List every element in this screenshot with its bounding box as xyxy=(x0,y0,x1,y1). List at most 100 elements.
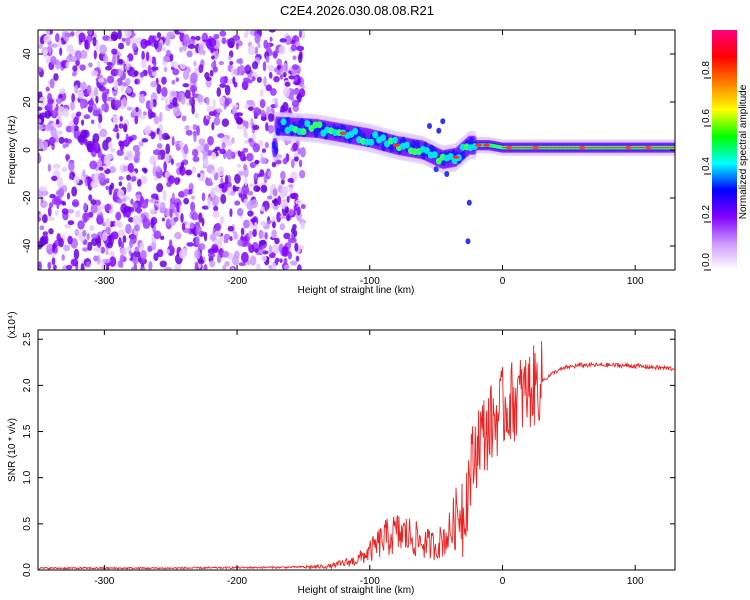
noise-blob xyxy=(287,251,293,260)
noise-blob xyxy=(133,51,138,56)
noise-blob xyxy=(187,43,196,50)
noise-blob xyxy=(102,154,111,165)
noise-blob xyxy=(55,33,60,43)
signal-speck xyxy=(426,123,432,129)
noise-blob xyxy=(83,202,88,211)
noise-blob xyxy=(161,76,167,85)
noise-blob xyxy=(79,49,88,59)
noise-blob xyxy=(213,33,220,40)
noise-blob xyxy=(218,61,225,66)
noise-blob xyxy=(216,254,222,264)
noise-blob xyxy=(143,111,147,116)
noise-blob xyxy=(149,99,154,110)
colorbar-tick-label: 0.6 xyxy=(701,109,712,123)
noise-blob xyxy=(38,118,42,124)
noise-blob xyxy=(159,202,166,213)
noise-blob xyxy=(195,225,202,235)
noise-blob xyxy=(125,86,132,94)
noise-blob xyxy=(50,43,58,48)
signal-core xyxy=(285,116,291,125)
noise-blob xyxy=(105,185,109,191)
noise-blob xyxy=(164,135,171,140)
noise-blob xyxy=(82,212,90,222)
noise-blob xyxy=(164,97,169,107)
noise-blob xyxy=(38,66,43,73)
noise-blob xyxy=(101,91,108,103)
noise-blob xyxy=(201,205,210,210)
noise-blob xyxy=(132,256,139,265)
signal-core xyxy=(274,146,279,155)
noise-blob xyxy=(128,217,134,223)
noise-blob xyxy=(223,233,231,241)
y-tick-label: 0 xyxy=(22,147,33,153)
noise-blob xyxy=(245,120,249,129)
noise-blob xyxy=(100,246,106,254)
noise-blob xyxy=(156,143,163,149)
noise-blob xyxy=(268,30,276,33)
noise-blob xyxy=(92,133,100,144)
noise-blob xyxy=(291,64,299,71)
noise-blob xyxy=(229,60,234,66)
noise-blob xyxy=(74,228,80,237)
noise-blob xyxy=(119,247,128,256)
noise-blob xyxy=(235,42,239,50)
noise-blob xyxy=(47,261,52,270)
noise-blob xyxy=(122,165,130,172)
noise-blob xyxy=(103,165,107,171)
noise-blob xyxy=(110,231,119,240)
noise-blob xyxy=(58,136,65,144)
noise-blob xyxy=(295,199,302,205)
noise-blob xyxy=(151,71,158,77)
noise-blob xyxy=(183,188,189,197)
y-tick-label: 1.0 xyxy=(22,470,33,484)
noise-blob xyxy=(246,99,254,105)
noise-blob xyxy=(246,152,254,162)
noise-blob xyxy=(104,204,112,211)
noise-blob xyxy=(138,141,144,147)
noise-blob xyxy=(219,215,225,225)
noise-blob xyxy=(104,217,111,228)
noise-blob xyxy=(294,75,298,83)
noise-blob xyxy=(139,242,145,251)
noise-blob xyxy=(288,208,294,217)
noise-blob xyxy=(118,181,123,187)
noise-blob xyxy=(38,139,44,150)
noise-blob xyxy=(179,165,183,173)
signal-peak xyxy=(447,152,454,160)
noise-blob xyxy=(247,210,254,217)
noise-blob xyxy=(260,220,267,227)
spectrogram-ylabel: Frequency (Hz) xyxy=(7,116,18,185)
noise-blob xyxy=(138,93,146,104)
signal-peak xyxy=(372,131,379,139)
noise-blob xyxy=(76,111,82,117)
noise-blob xyxy=(42,214,48,224)
noise-blob xyxy=(118,175,124,181)
noise-blob xyxy=(224,174,229,185)
noise-blob xyxy=(296,45,305,52)
noise-blob xyxy=(195,235,200,247)
noise-blob xyxy=(191,166,197,174)
noise-blob xyxy=(105,250,109,256)
noise-blob xyxy=(71,93,76,103)
noise-blob xyxy=(108,234,112,246)
noise-blob xyxy=(185,129,193,136)
colorbar-bar xyxy=(712,30,737,270)
noise-blob xyxy=(225,139,233,147)
noise-blob xyxy=(209,260,216,268)
noise-blob xyxy=(173,216,178,223)
noise-blob xyxy=(84,39,89,50)
noise-blob xyxy=(256,76,262,83)
noise-blob xyxy=(64,32,72,38)
noise-blob xyxy=(85,261,91,268)
noise-blob xyxy=(111,48,118,55)
noise-blob xyxy=(230,266,235,270)
noise-blob xyxy=(296,92,302,103)
noise-blob xyxy=(295,255,300,262)
noise-blob xyxy=(112,54,116,66)
signal-core xyxy=(421,151,426,160)
noise-blob xyxy=(217,133,225,139)
noise-blob xyxy=(155,165,161,173)
noise-blob xyxy=(50,127,57,137)
signal-core xyxy=(411,140,416,149)
noise-blob xyxy=(284,81,291,87)
